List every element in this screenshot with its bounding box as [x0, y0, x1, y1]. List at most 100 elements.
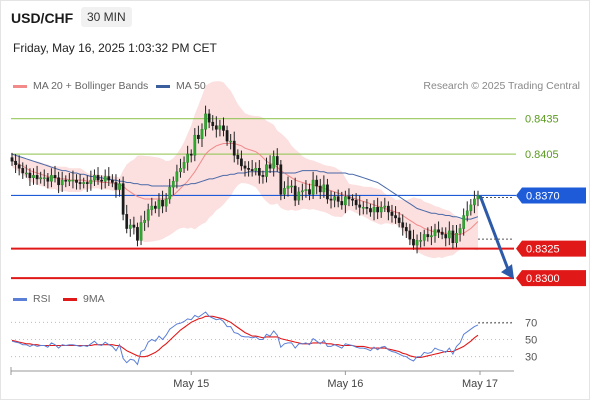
candle [35, 165, 39, 185]
level-label-0.8325: 0.8325 [526, 244, 560, 256]
legend-label: MA 50 [176, 80, 206, 92]
candle [354, 193, 358, 210]
candle [451, 225, 455, 249]
legend-label: 9MA [83, 293, 105, 305]
candle [71, 170, 75, 189]
candle [53, 165, 57, 183]
candle [182, 156, 186, 173]
candle [207, 109, 211, 129]
candle [333, 191, 336, 208]
candle [387, 201, 390, 221]
x-tick-label-1: May 16 [327, 378, 363, 390]
rsi-tick-30: 30 [525, 352, 537, 364]
candle [329, 190, 333, 209]
rsi-swatch-icon [13, 297, 27, 301]
candle [103, 169, 107, 189]
candle [257, 160, 261, 184]
x-axis-layer: May 15 May 16 May 17 [10, 367, 514, 390]
candle [64, 175, 68, 188]
candle [136, 222, 139, 247]
candle [10, 152, 14, 166]
candle [455, 225, 458, 248]
candle [383, 197, 387, 212]
candle [186, 145, 190, 171]
candle [128, 219, 132, 237]
x-tick-label-0: May 15 [173, 378, 209, 390]
rsi-tick-50: 50 [525, 335, 537, 347]
candle [340, 191, 344, 210]
candle [161, 190, 164, 214]
candle [204, 105, 207, 137]
candle [28, 168, 32, 186]
candle [107, 167, 111, 186]
candle [293, 177, 297, 207]
candle [50, 168, 53, 188]
candle [60, 171, 64, 192]
candle [430, 226, 433, 246]
candle [351, 194, 354, 207]
candle [426, 227, 430, 242]
candle [404, 222, 408, 238]
candle [32, 168, 35, 185]
candle [297, 187, 301, 205]
legend-label: RSI [33, 293, 51, 305]
candle [318, 178, 322, 199]
candle [179, 158, 182, 178]
candle [222, 117, 225, 137]
candle [308, 183, 311, 201]
candle [132, 216, 136, 235]
candle [150, 197, 154, 216]
candle [143, 210, 146, 231]
candle [125, 204, 129, 234]
candle [326, 178, 329, 204]
ma20-swatch-icon [13, 84, 27, 88]
candle [243, 161, 247, 177]
candle [361, 201, 365, 215]
candle [415, 234, 419, 254]
candle [322, 175, 326, 198]
candle [78, 174, 82, 190]
candle [408, 223, 412, 246]
candle [250, 160, 254, 177]
candle [89, 170, 93, 191]
level-tag-0.8325: 0.8325 [516, 240, 586, 257]
candle [469, 199, 473, 216]
ma50-swatch-icon [156, 84, 170, 88]
candle [304, 180, 308, 198]
candle [433, 223, 437, 243]
candle [315, 175, 319, 195]
candle [164, 193, 168, 212]
candle [347, 188, 351, 207]
rsi-ma9-line [11, 315, 479, 359]
candle [440, 227, 444, 240]
candle [100, 175, 103, 190]
candle [175, 164, 179, 189]
candle [290, 180, 293, 194]
candle [232, 131, 236, 163]
candle [300, 183, 304, 201]
candle [96, 167, 100, 185]
candle [336, 189, 340, 208]
candle [240, 150, 243, 171]
legend-ma50: MA 50 [156, 80, 206, 92]
candle [189, 149, 193, 163]
timeframe-badge[interactable]: 30 MIN [81, 7, 132, 27]
candle [39, 171, 43, 184]
candle [268, 155, 272, 173]
candle [82, 177, 86, 189]
level-label-0.8435: 0.8435 [525, 114, 559, 126]
candle [75, 174, 78, 190]
rsi-tick-70: 70 [525, 317, 537, 329]
candle [67, 173, 71, 186]
candle [419, 232, 423, 248]
candle [458, 223, 462, 242]
candle [57, 171, 60, 194]
candle [311, 171, 315, 199]
candle [437, 221, 440, 238]
candle [154, 201, 157, 214]
candle [279, 160, 283, 201]
candle [14, 154, 17, 173]
candle [365, 199, 369, 215]
candle [229, 134, 233, 150]
forecast-arrow-head-icon [501, 264, 514, 280]
